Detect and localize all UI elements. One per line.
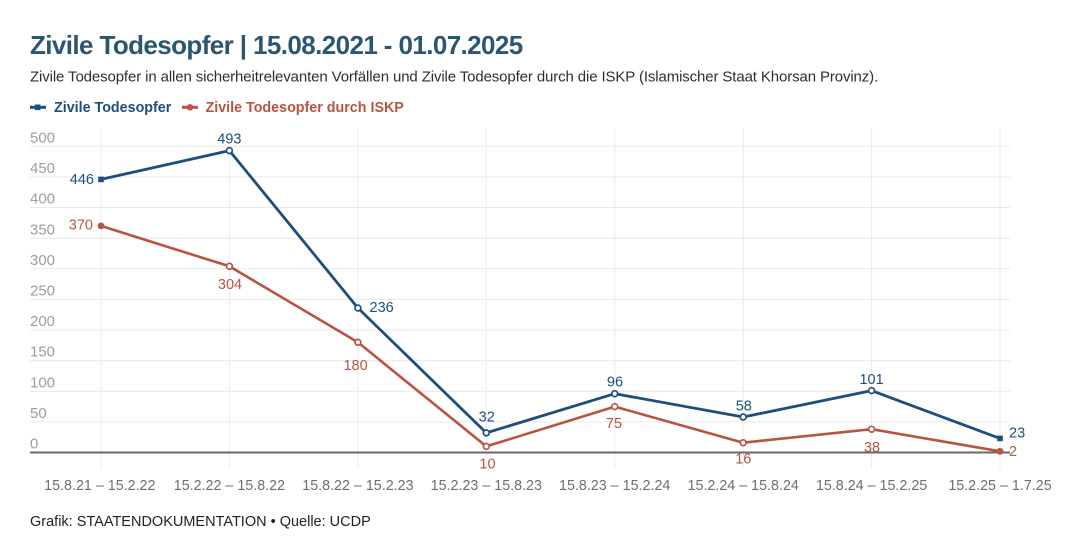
svg-text:400: 400 [30, 191, 55, 208]
svg-text:0: 0 [30, 435, 38, 452]
svg-text:200: 200 [30, 313, 55, 330]
svg-text:450: 450 [30, 160, 55, 177]
svg-text:Zivile Todesopfer | 15.08.2021: Zivile Todesopfer | 15.08.2021 - 01.07.2… [30, 30, 523, 60]
svg-text:15.2.24 – 15.8.24: 15.2.24 – 15.8.24 [688, 478, 799, 494]
svg-text:493: 493 [217, 132, 241, 148]
svg-text:446: 446 [70, 172, 94, 188]
svg-text:15.8.24 – 15.2.25: 15.8.24 – 15.2.25 [816, 478, 927, 494]
svg-text:15.8.21 – 15.2.22: 15.8.21 – 15.2.22 [44, 478, 155, 494]
svg-text:101: 101 [859, 372, 883, 388]
svg-text:304: 304 [218, 277, 242, 293]
svg-text:32: 32 [479, 410, 495, 426]
svg-text:2: 2 [1009, 444, 1017, 460]
svg-text:15.8.23 – 15.2.24: 15.8.23 – 15.2.24 [559, 478, 670, 494]
svg-text:370: 370 [69, 218, 93, 234]
svg-text:236: 236 [370, 300, 394, 316]
svg-text:38: 38 [864, 440, 880, 456]
svg-text:300: 300 [30, 252, 55, 269]
svg-text:96: 96 [607, 375, 623, 391]
svg-text:Zivile Todesopfer: Zivile Todesopfer [54, 100, 172, 116]
svg-text:15.8.22 – 15.2.23: 15.8.22 – 15.2.23 [302, 478, 413, 494]
svg-text:58: 58 [736, 399, 752, 415]
svg-text:180: 180 [343, 358, 367, 374]
svg-text:15.2.22 – 15.8.22: 15.2.22 – 15.8.22 [174, 478, 285, 494]
svg-text:75: 75 [606, 416, 622, 432]
svg-text:Grafik: STAATENDOKUMENTATION •: Grafik: STAATENDOKUMENTATION • Quelle: U… [30, 514, 371, 530]
svg-text:16: 16 [735, 451, 751, 467]
svg-text:50: 50 [30, 405, 47, 422]
svg-text:350: 350 [30, 221, 55, 238]
svg-text:250: 250 [30, 283, 55, 300]
svg-text:100: 100 [30, 374, 55, 391]
svg-text:150: 150 [30, 344, 55, 361]
svg-text:500: 500 [30, 129, 55, 146]
svg-text:Zivile Todesopfer durch ISKP: Zivile Todesopfer durch ISKP [206, 100, 405, 116]
svg-text:15.2.23 – 15.8.23: 15.2.23 – 15.8.23 [431, 478, 542, 494]
svg-text:15.2.25 – 1.7.25: 15.2.25 – 1.7.25 [948, 478, 1051, 494]
svg-text:Zivile Todesopfer in allen sic: Zivile Todesopfer in allen sicherheitrel… [30, 68, 878, 85]
svg-text:23: 23 [1009, 426, 1025, 442]
svg-text:10: 10 [479, 456, 495, 472]
